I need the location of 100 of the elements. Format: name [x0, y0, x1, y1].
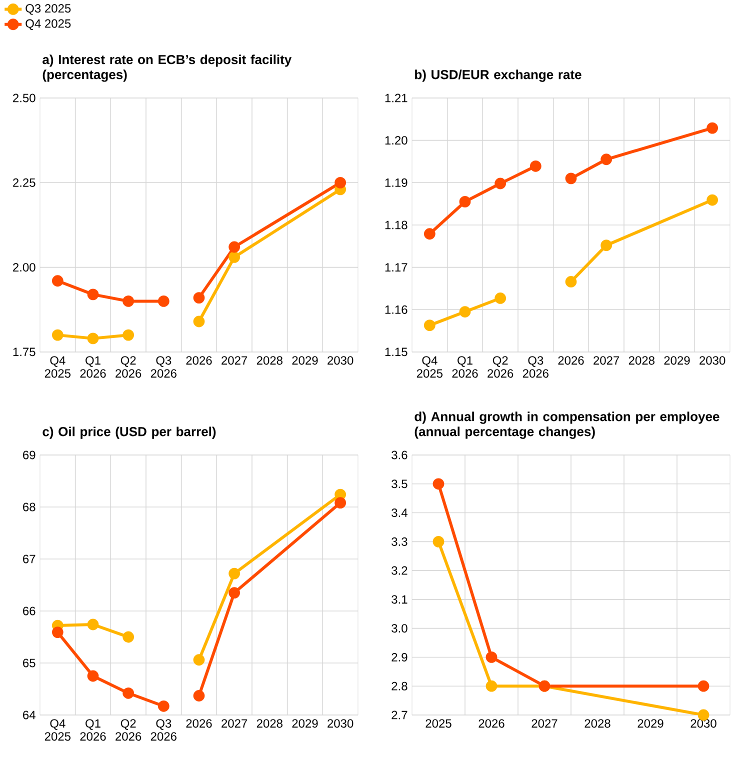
point: [52, 275, 64, 287]
x-tick-label: 2028: [256, 719, 282, 728]
x-tick-label: Q2 2026: [116, 719, 142, 741]
point: [494, 178, 506, 190]
point: [334, 497, 346, 509]
x-tick-label: 2027: [594, 356, 620, 365]
x-tick-label: 2029: [638, 719, 664, 728]
x-tick-label: Q1 2026: [452, 356, 478, 378]
point: [87, 332, 99, 344]
point: [122, 687, 134, 699]
y-tick-label: 64: [23, 710, 36, 720]
point: [600, 240, 612, 252]
x-tick-label: 2027: [222, 356, 248, 365]
y-tick-label: 68: [23, 502, 36, 512]
point: [87, 288, 99, 300]
y-tick-label: 2.50: [13, 94, 36, 102]
point: [706, 194, 718, 206]
point: [600, 154, 612, 166]
y-tick-label: 1.17: [385, 263, 408, 272]
x-tick-label: 2025: [426, 719, 452, 728]
point: [530, 160, 542, 172]
point: [424, 320, 436, 332]
x-tick-label: 2028: [628, 356, 654, 365]
x-tick-label: 2030: [328, 356, 354, 365]
point: [193, 690, 205, 702]
x-tick-label: 2028: [584, 719, 610, 728]
point: [52, 329, 64, 341]
x-tick-label: Q1 2026: [80, 356, 106, 378]
point: [698, 680, 710, 692]
point: [158, 295, 170, 307]
x-tick-label: 2026: [186, 356, 212, 365]
point: [228, 587, 240, 598]
x-tick-label: Q3 2026: [150, 356, 176, 378]
x-tick-label: 2029: [292, 719, 318, 728]
x-tick-label: Q2 2026: [116, 356, 142, 378]
y-tick-label: 1.20: [385, 136, 408, 145]
point: [486, 652, 498, 663]
point: [52, 626, 64, 638]
point: [334, 488, 346, 500]
y-tick-label: 2.25: [13, 178, 36, 187]
x-tick-label: 2030: [328, 719, 354, 728]
point: [459, 306, 471, 318]
x-tick-label: Q4 2025: [416, 356, 443, 378]
point: [87, 670, 99, 682]
point: [486, 680, 498, 692]
x-tick-label: Q3 2026: [522, 356, 548, 378]
y-tick-label: 1.18: [385, 220, 408, 230]
point: [494, 292, 506, 304]
y-tick-label: 1.15: [385, 348, 408, 356]
point: [432, 478, 444, 490]
y-tick-label: 2.8: [392, 682, 408, 690]
x-tick-label: 2027: [222, 719, 248, 728]
point: [193, 654, 205, 666]
chart-title: d) Annual growth in compensation per employee (annual percentage changes): [414, 412, 720, 439]
chart-title: b) USD/EUR exchange rate: [415, 70, 582, 82]
point: [334, 176, 346, 188]
y-tick-label: 3.5: [392, 480, 408, 488]
y-tick-label: 2.00: [13, 263, 36, 272]
x-tick-label: 2026: [186, 719, 212, 728]
point: [122, 631, 134, 643]
y-tick-label: 65: [23, 658, 36, 668]
point: [228, 241, 240, 253]
point: [122, 329, 134, 341]
x-tick-label: 2029: [292, 356, 318, 365]
y-tick-label: 2.9: [392, 652, 408, 662]
x-tick-label: 2030: [700, 356, 726, 365]
x-tick-label: Q2 2026: [488, 356, 514, 378]
x-tick-label: Q4 2025: [44, 719, 71, 741]
x-tick-label: Q1 2026: [80, 719, 106, 741]
chart-title: c) Oil price (USD per barrel): [42, 426, 216, 439]
legend-label: Q3 2025: [26, 4, 71, 15]
point: [706, 122, 718, 134]
point: [228, 251, 240, 263]
point: [122, 295, 134, 307]
y-tick-label: 67: [23, 554, 36, 564]
y-tick-label: 2.7: [392, 710, 408, 720]
legend-label: Q4 2025: [26, 19, 71, 30]
point: [193, 292, 205, 304]
point: [459, 196, 471, 208]
point: [432, 536, 444, 548]
x-tick-label: 2026: [558, 356, 584, 365]
point: [424, 228, 436, 240]
y-tick-label: 3.1: [392, 595, 408, 604]
point: [193, 316, 205, 328]
point: [87, 618, 99, 630]
y-tick-label: 1.21: [385, 94, 408, 102]
x-tick-label: 2026: [478, 719, 504, 728]
point: [565, 276, 577, 288]
y-tick-label: 1.19: [385, 178, 408, 187]
point: [565, 172, 577, 184]
y-tick-label: 3.6: [392, 450, 408, 460]
point: [158, 700, 170, 712]
y-tick-label: 66: [23, 606, 36, 616]
point: [228, 568, 240, 580]
y-tick-label: 1.16: [385, 305, 408, 314]
y-tick-label: 3.2: [392, 566, 408, 575]
x-tick-label: 2028: [256, 356, 282, 365]
y-tick-label: 3.0: [392, 624, 408, 633]
chart-title: a) Interest rate on ECB’s deposit facility (percentages): [42, 54, 292, 82]
y-tick-label: 1.75: [13, 348, 36, 356]
